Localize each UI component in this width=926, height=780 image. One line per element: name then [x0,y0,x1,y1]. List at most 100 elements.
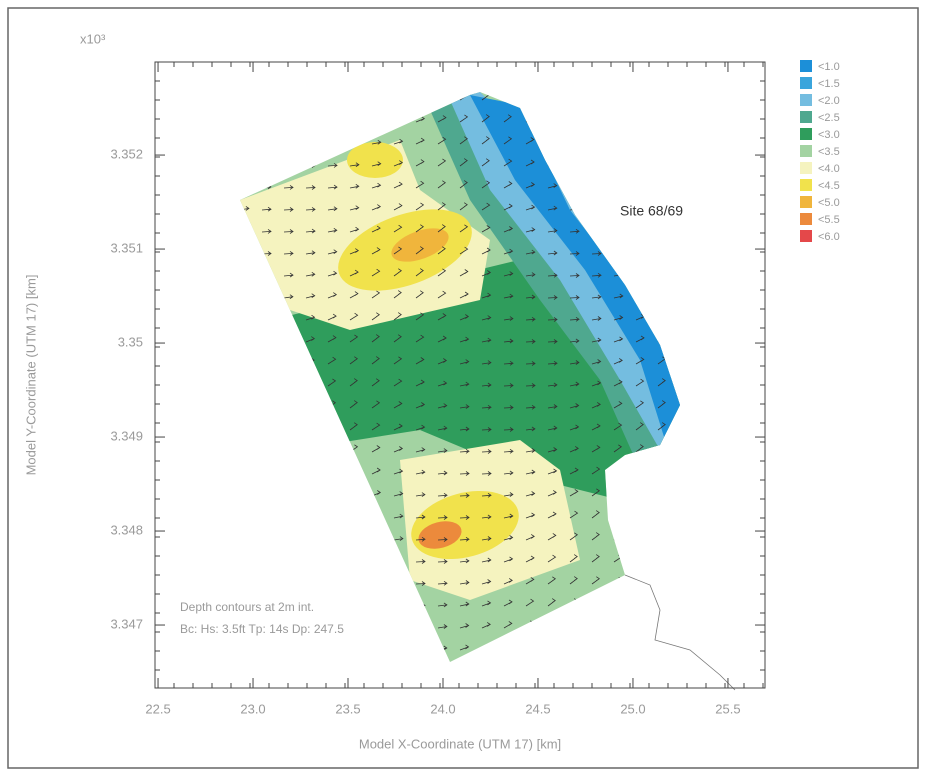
wave-vector [548,139,556,145]
wave-vector [614,119,623,123]
wave-vector [416,669,425,673]
wave-vector [548,94,556,101]
wave-vector [284,467,291,474]
wave-vector [394,96,403,100]
wave-vector [680,445,688,452]
axis-multiplier: x10³ [80,31,106,46]
wave-vector [570,185,579,189]
wave-vector [240,555,247,562]
wave-vector [262,403,271,408]
y-tick-label: 3.35 [118,334,143,349]
wave-vector [284,359,293,364]
wave-vector [394,648,403,652]
wave-vector [350,490,358,497]
wave-vector [328,120,337,124]
wave-vector [680,490,688,496]
wave-vector [526,665,533,672]
wave-vector [680,97,689,101]
wave-vector [328,489,335,496]
wave-vector [592,666,600,672]
wave-vector [636,668,645,672]
wave-vector [680,401,687,408]
legend-swatch [800,179,812,191]
wave-vector [284,316,293,320]
legend-swatch [800,128,812,140]
wave-vector [262,533,269,540]
wave-vector [614,489,621,496]
wave-vector [658,141,667,145]
wave-vector [372,536,381,540]
wave-vector [614,533,621,540]
wave-vector [394,669,403,673]
wave-vector [636,646,645,650]
wave-vector [548,665,555,672]
wave-vector [306,423,313,430]
wave-vector [240,296,249,300]
wave-vector [636,293,645,298]
wave-vector [658,557,666,562]
wave-vector [328,445,335,452]
legend-swatch [800,111,812,123]
x-tick-label: 24.0 [430,701,455,716]
wave-vector [350,557,359,562]
wave-vector [328,467,335,474]
wave-vector [680,580,689,584]
wave-vector [680,269,688,276]
wave-vector [394,626,403,630]
wave-vector [614,622,622,628]
wave-vector [306,489,313,496]
wave-vector [658,228,667,233]
wave-vector [262,511,269,518]
y-tick-label: 3.347 [110,616,143,631]
legend-swatch [800,77,812,89]
wave-vector [240,184,249,188]
wave-vector [548,643,555,650]
x-tick-label: 24.5 [525,701,550,716]
wave-vector [372,625,381,629]
wave-vector [548,621,555,628]
legend-label: <3.5 [818,146,840,158]
wave-vector [636,467,643,474]
legend-label: <5.5 [818,214,840,226]
wave-vector [592,96,601,100]
wave-vector [636,556,644,562]
wave-vector [372,513,381,518]
wave-vector [284,511,291,518]
wave-vector [680,535,689,540]
wave-vector [592,644,600,650]
wave-vector [614,667,623,672]
site-label: Site 68/69 [620,203,683,219]
wave-vector [658,602,667,606]
x-tick-label: 25.0 [620,701,645,716]
legend-swatch [800,230,812,242]
wave-vector [372,670,381,674]
wave-vector [570,621,577,628]
wave-vector [262,295,271,299]
wave-vector [636,250,645,254]
wave-vector [372,97,381,101]
wave-vector [328,142,337,146]
wave-vector [680,162,689,166]
wave-vector [548,116,556,122]
wave-vector [658,292,666,298]
wave-vector [284,163,293,167]
wave-vector [636,489,643,496]
wave-vector [658,445,665,452]
wave-vector [592,230,601,234]
wave-vector [680,558,689,562]
wave-vector [658,624,667,628]
wave-vector [262,425,270,430]
legend-label: <2.0 [818,95,840,107]
wave-vector [658,534,666,540]
wave-vector [240,577,247,584]
wave-vector [416,95,425,100]
wave-vector [328,556,336,562]
wave-vector [680,670,689,674]
wave-vector [614,97,623,101]
wave-vector [658,185,667,189]
wave-vector [240,447,249,452]
wave-vector [680,184,689,189]
x-tick-label: 25.5 [715,701,740,716]
wave-vector [438,94,446,100]
wave-vector [438,668,447,673]
